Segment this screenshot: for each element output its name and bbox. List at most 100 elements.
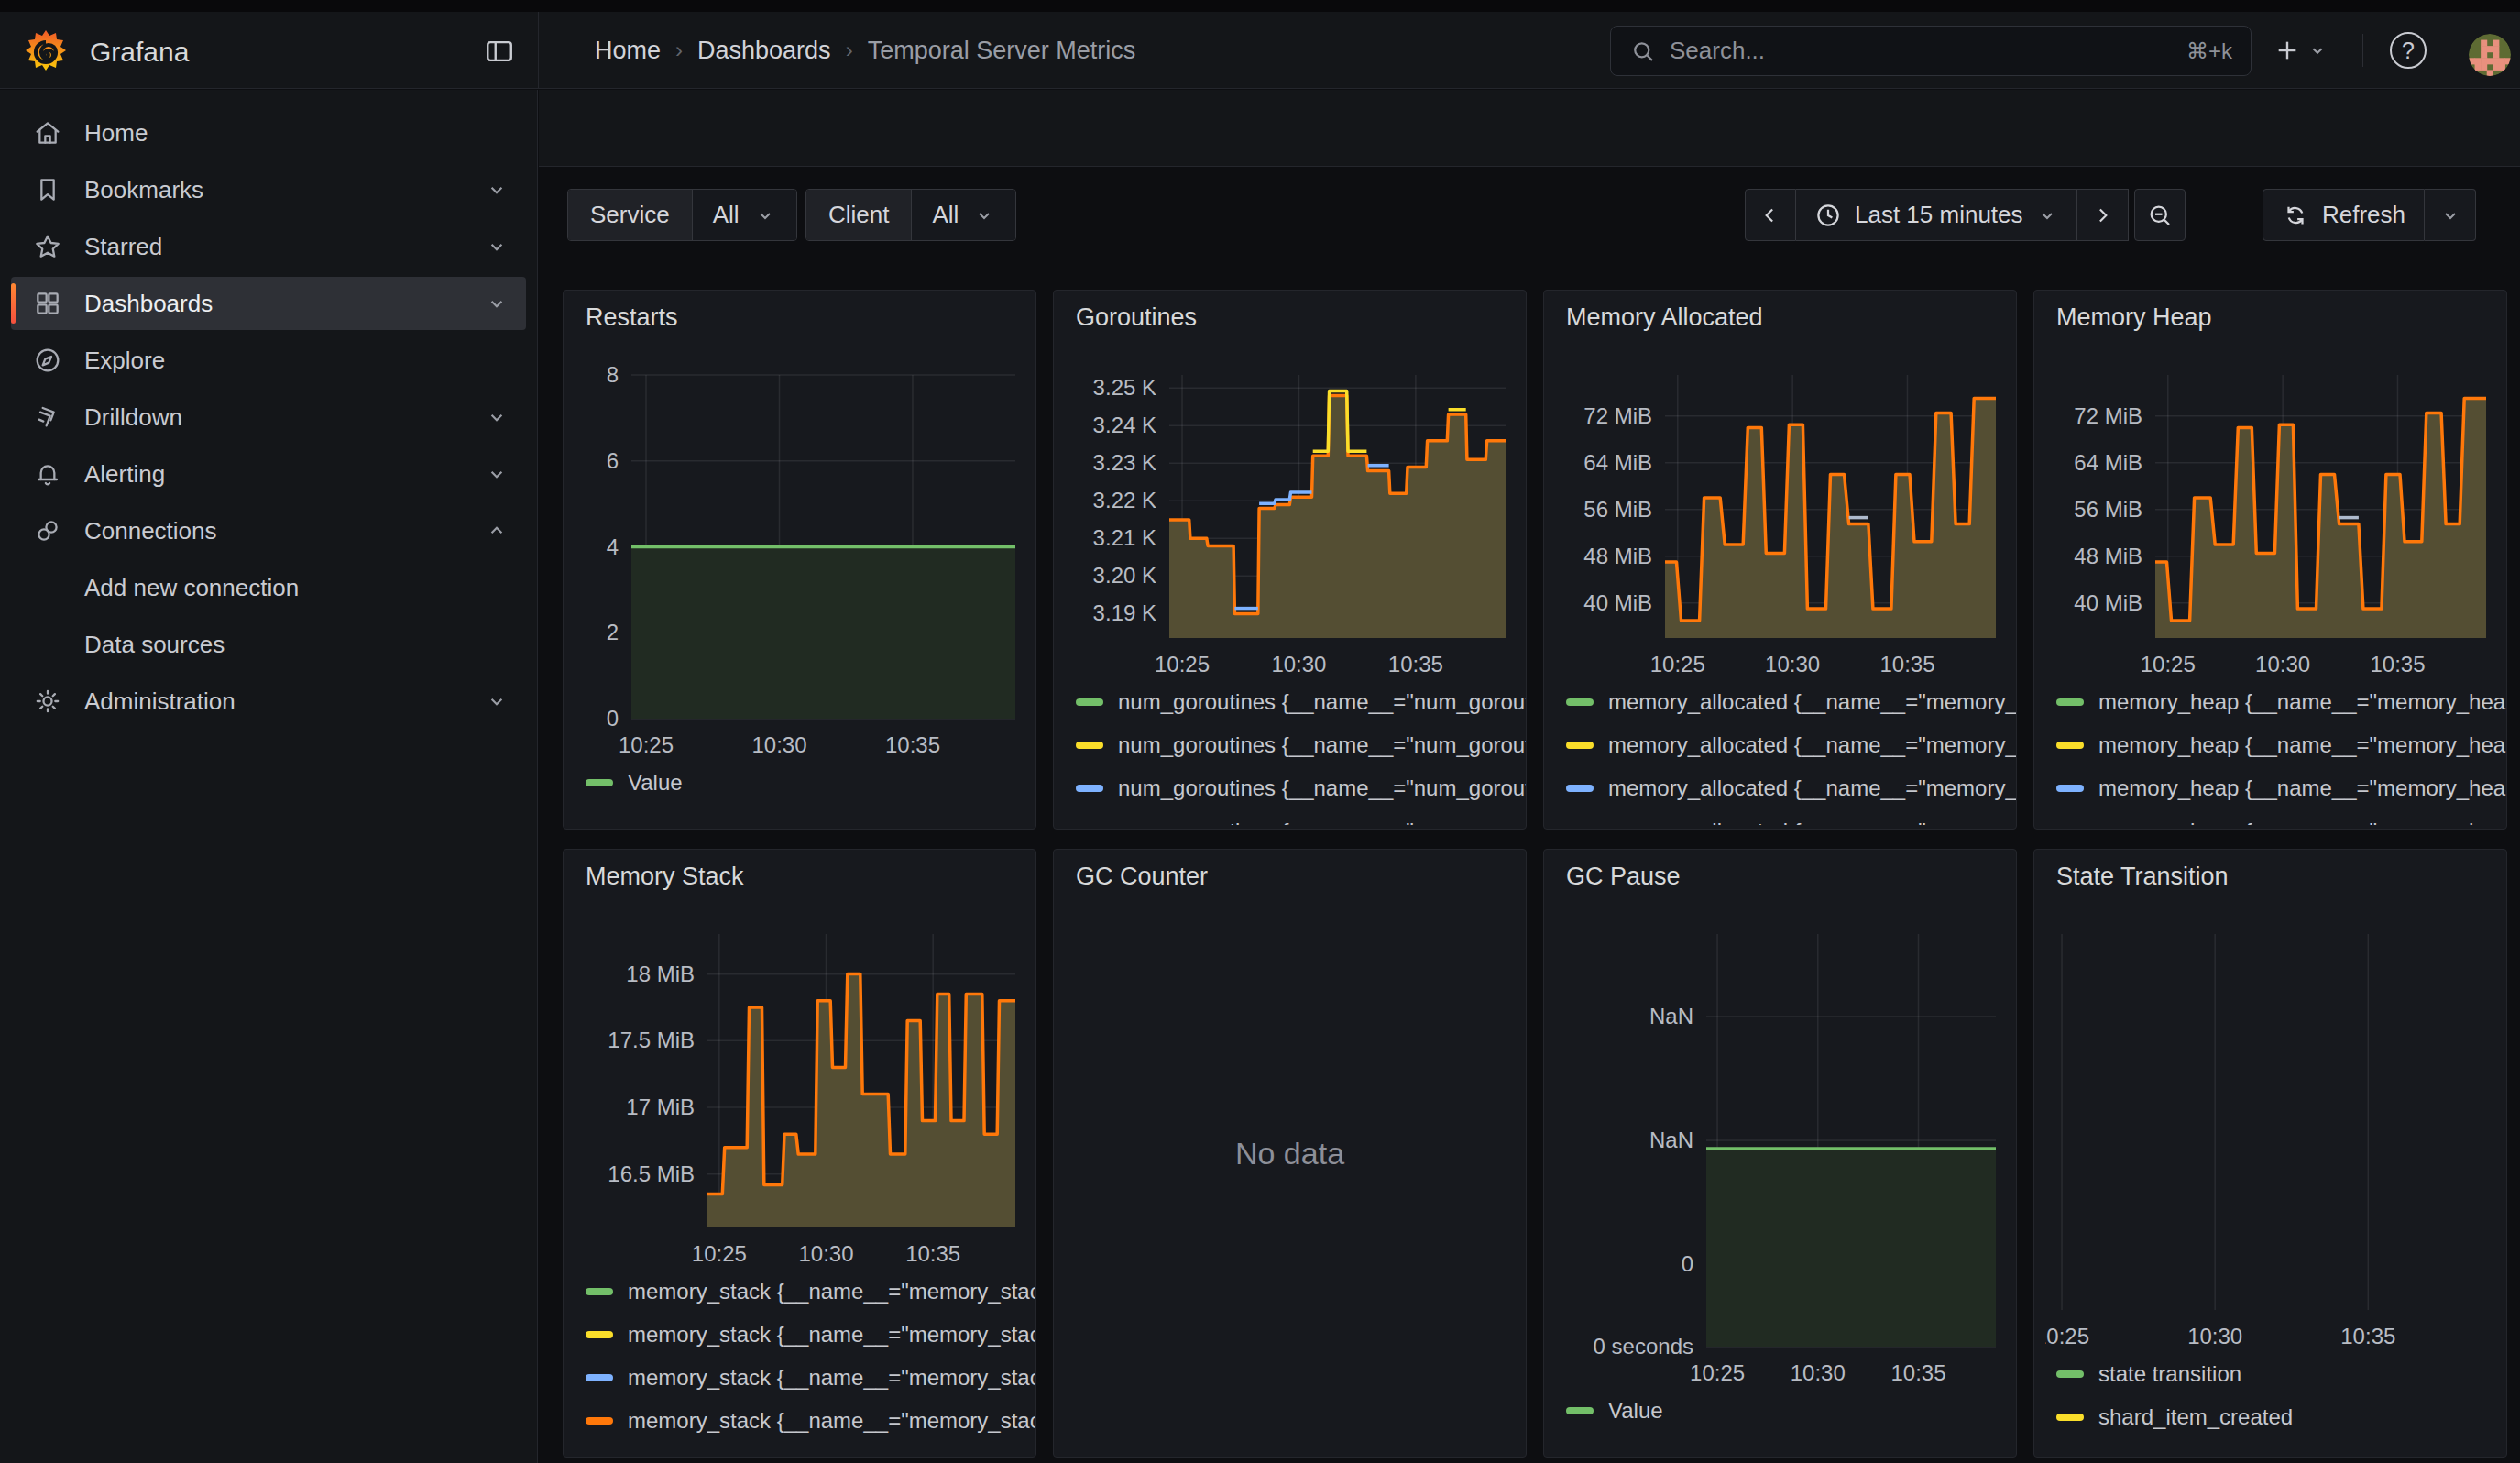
compass-icon — [11, 346, 84, 375]
sidebar-item-bookmarks[interactable]: Bookmarks — [11, 163, 526, 216]
search-input[interactable]: Search... ⌘+k — [1610, 26, 2252, 76]
panel-gc-pause: GC PauseNaNNaN00 seconds10:2510:3010:35V… — [1543, 849, 2017, 1458]
add-new-button[interactable] — [2273, 28, 2328, 72]
x-axis-label: 10:25 — [692, 1241, 747, 1266]
y-axis-label: 64 MiB — [2074, 450, 2142, 475]
search-shortcut: ⌘+k — [2186, 38, 2232, 64]
service-filter-value[interactable]: All — [693, 190, 796, 240]
legend-label: memory_allocated {__name__="memory_alloc… — [1608, 776, 2016, 801]
legend-item[interactable]: memory_allocated {__name__="memory_alloc… — [1566, 680, 2016, 723]
breadcrumb-home[interactable]: Home — [595, 37, 661, 65]
legend-item[interactable]: memory_heap {__name__="memory_heap" — [2056, 809, 2506, 825]
search-placeholder: Search... — [1670, 37, 2174, 65]
y-axis-label: 8 — [607, 362, 619, 387]
panel-title[interactable]: Restarts — [564, 291, 1035, 344]
help-button[interactable]: ? — [2390, 28, 2427, 72]
x-axis-label: 10:25 — [619, 732, 674, 757]
zoom-out-button[interactable] — [2134, 189, 2186, 241]
panel-title[interactable]: Memory Stack — [564, 850, 1035, 903]
legend-label: memory_allocated {__name__="memory_alloc… — [1608, 732, 2016, 758]
time-series-chart: 16.5 MiB17 MiB17.5 MiB18 MiB10:2510:3010… — [575, 903, 1024, 1270]
panel-title[interactable]: GC Pause — [1544, 850, 2016, 903]
y-axis-label: 48 MiB — [2074, 544, 2142, 568]
sidebar-item-alerting[interactable]: Alerting — [11, 447, 526, 500]
y-axis-label: 3.24 K — [1093, 412, 1156, 437]
chevron-right-icon — [2090, 204, 2114, 227]
panel-title[interactable]: Memory Allocated — [1544, 291, 2016, 344]
y-axis-label: 3.19 K — [1093, 600, 1156, 625]
grafana-brand[interactable]: Grafana — [22, 28, 189, 76]
client-filter-value[interactable]: All — [912, 190, 1015, 240]
legend-item[interactable]: num_goroutines {__name__="num_goroutines… — [1076, 723, 1526, 766]
sidebar-item-drilldown[interactable]: Drilldown — [11, 390, 526, 444]
legend-item[interactable]: num_goroutines {__name__="num_goroutines… — [1076, 766, 1526, 809]
sidebar-item-administration[interactable]: Administration — [11, 675, 526, 728]
legend-color-swatch — [1076, 785, 1103, 792]
dock-sidebar-icon[interactable] — [478, 30, 520, 72]
legend-item[interactable]: memory_heap {__name__="memory_heap" — [2056, 766, 2506, 809]
refresh-button[interactable]: Refresh — [2263, 189, 2425, 241]
chevron-down-icon — [973, 204, 995, 226]
dashboards-icon — [11, 289, 84, 318]
sidebar-item-label: Dashboards — [84, 290, 467, 318]
help-icon: ? — [2390, 32, 2427, 69]
legend-label: memory_stack {__name__="memory_stack" — [628, 1365, 1035, 1391]
y-axis-label: 17 MiB — [626, 1094, 695, 1119]
legend-item[interactable]: memory_heap {__name__="memory_heap" — [2056, 723, 2506, 766]
chevron-down-icon — [467, 405, 526, 429]
legend-item[interactable]: memory_stack {__name__="memory_stack" — [586, 1270, 1035, 1313]
x-axis-label: 10:35 — [2370, 652, 2425, 676]
sidebar-item-dashboards[interactable]: Dashboards — [11, 277, 526, 330]
time-range-picker[interactable]: Last 15 minutes — [1796, 189, 2077, 241]
legend-item[interactable]: Value — [586, 761, 1035, 804]
legend-item[interactable]: num_goroutines {__name__="num_goroutines… — [1076, 809, 1526, 825]
breadcrumb-separator: › — [846, 38, 853, 63]
y-axis-label: 3.22 K — [1093, 488, 1156, 512]
refresh-interval-button[interactable] — [2425, 189, 2476, 241]
legend-item[interactable]: state transition — [2056, 1352, 2506, 1395]
sidebar-item-add-new-connection[interactable]: Add new connection — [11, 561, 526, 614]
legend-item[interactable]: memory_allocated {__name__="memory_alloc… — [1566, 723, 2016, 766]
legend-item[interactable]: Value — [1566, 1389, 2016, 1432]
breadcrumb-dashboards[interactable]: Dashboards — [697, 37, 831, 65]
sidebar-item-explore[interactable]: Explore — [11, 334, 526, 387]
time-shift-back-button[interactable] — [1745, 189, 1796, 241]
legend-label: num_goroutines {__name__="num_goroutines… — [1118, 689, 1526, 715]
time-series-chart: 40 MiB48 MiB56 MiB64 MiB72 MiB10:2510:30… — [2045, 344, 2495, 680]
sidebar-item-starred[interactable]: Starred — [11, 220, 526, 273]
y-axis-label: NaN — [1649, 1128, 1693, 1152]
panel-title[interactable]: GC Counter — [1054, 850, 1526, 903]
sidebar-item-home[interactable]: Home — [11, 106, 526, 160]
y-axis-label: 0 — [1682, 1251, 1693, 1276]
user-avatar[interactable] — [2469, 34, 2511, 76]
time-shift-forward-button[interactable] — [2077, 189, 2129, 241]
star-icon — [11, 232, 84, 261]
legend-color-swatch — [586, 779, 613, 786]
sidebar-item-label: Explore — [84, 346, 526, 375]
panel-title[interactable]: Goroutines — [1054, 291, 1526, 344]
legend-item[interactable]: shard_item_created — [2056, 1395, 2506, 1438]
panel-title[interactable]: Memory Heap — [2034, 291, 2506, 344]
sidebar-item-label: Starred — [84, 233, 467, 261]
chevron-up-icon — [467, 519, 526, 543]
legend-item[interactable]: memory_stack {__name__="memory_stack" — [586, 1399, 1035, 1442]
legend-item[interactable]: num_goroutines {__name__="num_goroutines… — [1076, 680, 1526, 723]
legend-item[interactable]: memory_heap {__name__="memory_heap" — [2056, 680, 2506, 723]
sidebar-item-connections[interactable]: Connections — [11, 504, 526, 557]
legend-color-swatch — [586, 1417, 613, 1424]
panel-title[interactable]: State Transition — [2034, 850, 2506, 903]
legend-item[interactable]: memory_stack {__name__="memory_stack" — [586, 1313, 1035, 1356]
sidebar-item-label: Add new connection — [84, 574, 526, 602]
client-filter: Client All — [805, 189, 1016, 241]
legend-item[interactable]: memory_stack {__name__="memory_stack" — [586, 1356, 1035, 1399]
y-axis-label: 6 — [607, 448, 619, 473]
sidebar-item-label: Drilldown — [84, 403, 467, 432]
sidebar-item-data-sources[interactable]: Data sources — [11, 618, 526, 671]
series-fill — [1169, 396, 1506, 639]
legend-item[interactable]: memory_allocated {__name__="memory_alloc… — [1566, 766, 2016, 809]
legend-label: memory_stack {__name__="memory_stack" — [628, 1279, 1035, 1304]
legend-color-swatch — [1566, 1407, 1594, 1414]
panel-memory-stack: Memory Stack16.5 MiB17 MiB17.5 MiB18 MiB… — [563, 849, 1036, 1458]
legend-item[interactable]: memory_allocated {__name__="memory_alloc… — [1566, 809, 2016, 825]
topbar-divider — [538, 12, 539, 89]
